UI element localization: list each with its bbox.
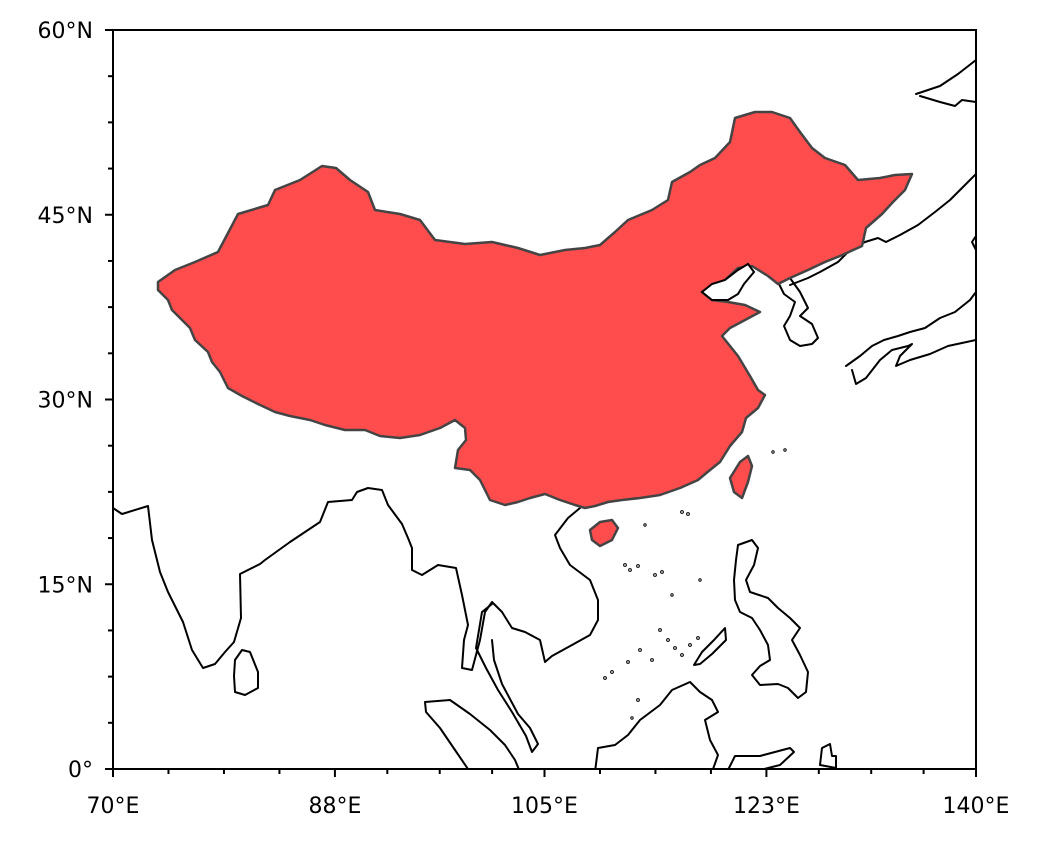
x-tick-label: 88°E: [308, 794, 361, 819]
coastline-russia-east: [789, 173, 976, 286]
coastline-palawan: [693, 627, 727, 666]
coastline-halmahera: [819, 743, 837, 769]
coastline-japan-south: [851, 339, 976, 385]
south-china-sea-islands: [603, 448, 787, 720]
china-region: [156, 110, 914, 510]
coastline-malay-peninsula: [475, 603, 539, 753]
y-tick-label: 15°N: [38, 573, 93, 598]
y-tick-label: 60°N: [38, 19, 93, 44]
coastline-taiwan: [728, 454, 754, 500]
china-hainan: [588, 518, 620, 548]
x-axis: 70°E 88°E 105°E 123°E 140°E: [87, 769, 1010, 819]
coastline-sri-lanka: [233, 649, 259, 696]
bohai-bay: [700, 262, 756, 301]
x-tick-label: 70°E: [87, 794, 140, 819]
coastline-sulawesi: [727, 747, 795, 769]
map-area: [113, 59, 976, 769]
coastline-south-asia: [113, 487, 599, 671]
y-tick-label: 45°N: [38, 204, 93, 229]
coastline-sumatra: [424, 699, 520, 769]
coastline-okhotsk: [915, 59, 976, 95]
y-axis: 0° 15°N 30°N 45°N 60°N: [38, 19, 113, 783]
y-tick-label: 0°: [68, 758, 93, 783]
coastline-borneo: [594, 681, 719, 769]
coastline-korea: [777, 277, 819, 347]
x-tick-label: 140°E: [943, 794, 1010, 819]
x-tick-label: 123°E: [733, 794, 800, 819]
x-tick-label: 105°E: [511, 794, 578, 819]
y-tick-label: 30°N: [38, 389, 93, 414]
coastline-okhotsk-2: [919, 95, 976, 107]
coastline-philippines: [733, 539, 809, 699]
coastline-japan: [845, 235, 976, 367]
